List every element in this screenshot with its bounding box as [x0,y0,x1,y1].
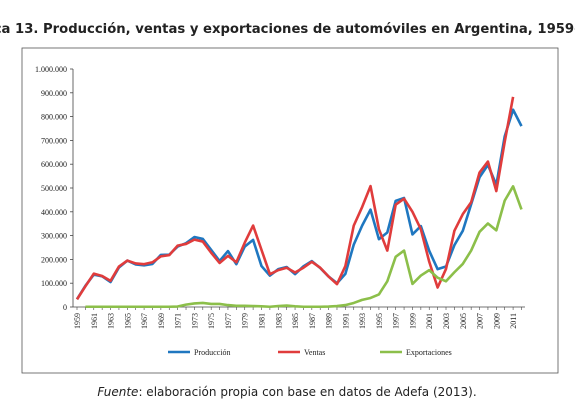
x-tick-label: 1971 [174,313,183,329]
y-tick-label: 500.000 [41,184,67,193]
x-tick-label: 1961 [90,313,99,329]
x-tick-label: 2009 [492,313,501,329]
x-tick-label: 1985 [291,313,300,329]
x-tick-label: 2007 [476,313,485,329]
x-tick-label: 1993 [358,313,367,329]
y-tick-label: 600.000 [41,160,67,169]
x-tick-label: 1969 [157,313,166,329]
y-tick-label: 300.000 [41,232,67,241]
legend-label: Ventas [304,348,325,357]
source-note: Fuente: elaboración propia con base en d… [97,385,476,399]
source-text: : elaboración propia con base en datos d… [138,385,476,399]
x-tick-label: 1983 [274,313,283,329]
y-tick-label: 900.000 [41,89,67,98]
x-tick-label: 1965 [123,313,132,329]
x-tick-label: 1979 [241,313,250,329]
y-tick-label: 800.000 [41,113,67,122]
y-tick-label: 100.000 [41,279,67,288]
x-tick-label: 1959 [73,313,82,329]
legend-label: Exportaciones [406,348,452,357]
x-tick-label: 1997 [392,313,401,329]
source-label: Fuente [97,385,138,399]
x-tick-label: 1977 [224,313,233,329]
x-tick-label: 1975 [207,313,216,329]
x-tick-label: 1963 [107,313,116,329]
y-tick-label: 1.000.000 [35,65,67,74]
x-tick-label: 1999 [408,313,417,329]
x-tick-label: 1967 [140,313,149,329]
series-line [75,96,515,301]
x-tick-label: 1981 [258,313,267,329]
x-tick-label: 1989 [325,313,334,329]
x-tick-label: 1995 [375,313,384,329]
x-tick-label: 2001 [425,313,434,329]
x-tick-label: 2011 [509,313,518,329]
x-tick-label: 2005 [459,313,468,329]
legend-label: Producción [194,348,230,357]
x-tick-label: 1987 [308,313,317,329]
x-tick-label: 1991 [341,313,350,329]
y-tick-label: 400.000 [41,208,67,217]
x-tick-label: 2003 [442,313,451,329]
y-tick-label: 200.000 [41,255,67,264]
series-line [85,185,523,309]
chart-title: Gráfica 13. Producción, ventas y exporta… [0,21,575,37]
x-tick-label: 1973 [190,313,199,329]
y-tick-label: 700.000 [41,136,67,145]
y-tick-label: 0 [63,303,67,312]
chart-frame [21,47,559,374]
